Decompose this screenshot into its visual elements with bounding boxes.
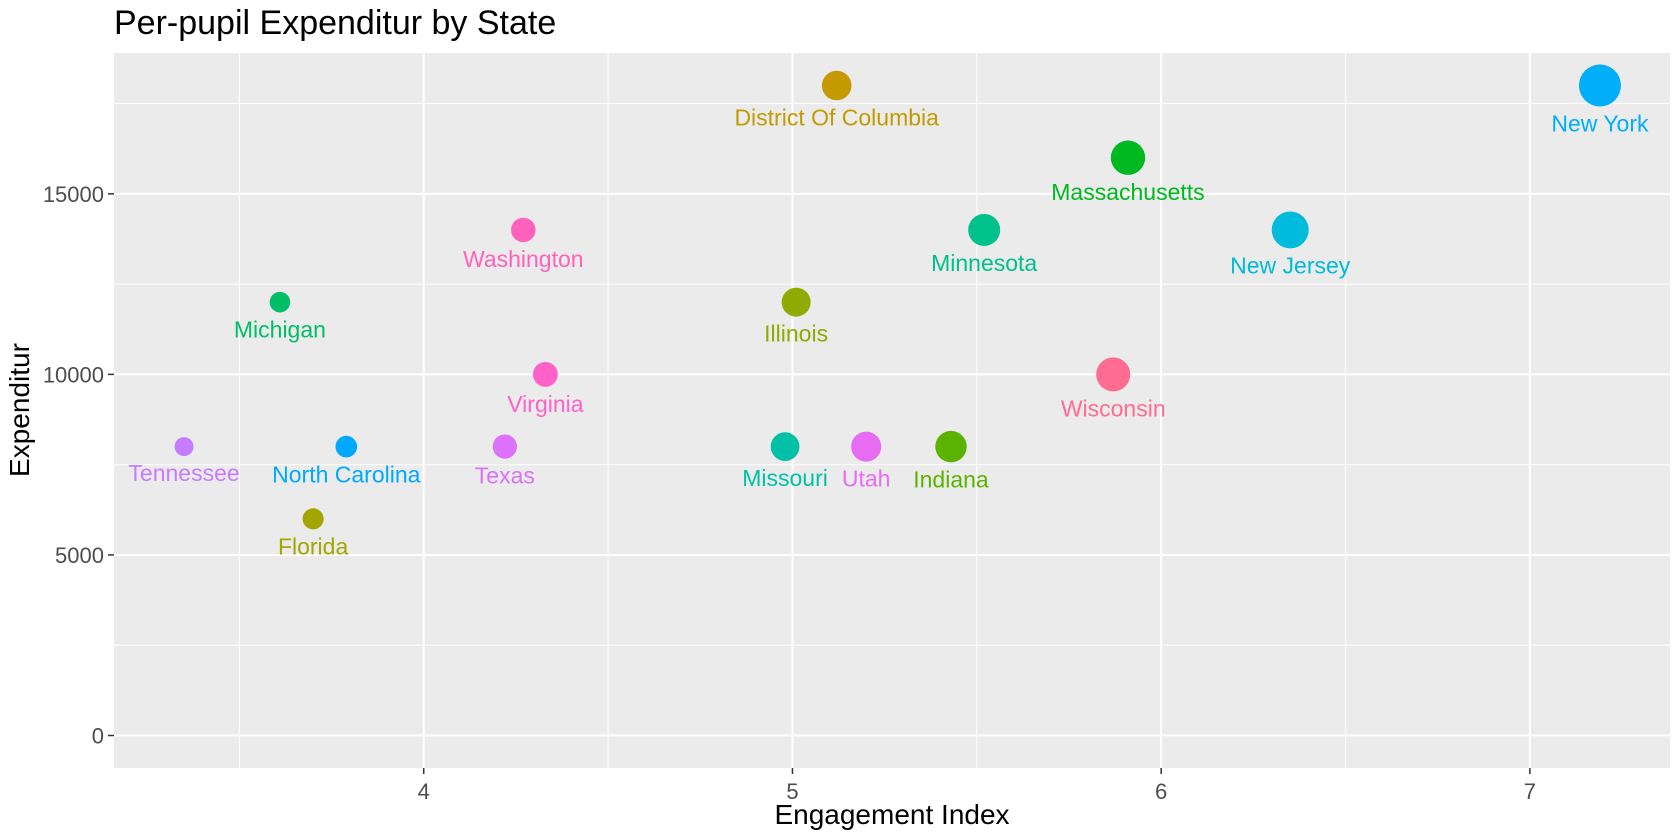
label-illinois: Illinois — [764, 321, 828, 347]
point-florida — [302, 508, 324, 530]
point-missouri — [770, 432, 800, 461]
label-tennessee: Tennessee — [128, 460, 239, 486]
plot-panel — [114, 53, 1670, 768]
y-tick-label: 10000 — [43, 362, 104, 387]
label-washington: Washington — [463, 246, 584, 272]
y-tick-label: 5000 — [55, 543, 104, 568]
point-utah — [851, 431, 882, 462]
x-tick-label: 7 — [1524, 779, 1536, 804]
chart-title: Per-pupil Expenditur by State — [114, 4, 556, 42]
label-wisconsin: Wisconsin — [1061, 395, 1166, 421]
point-tennessee — [174, 437, 194, 457]
grid-lines — [114, 53, 1670, 768]
x-tick-label: 4 — [418, 779, 430, 804]
y-tick-label: 15000 — [43, 182, 104, 207]
point-indiana — [935, 430, 967, 463]
label-michigan: Michigan — [234, 316, 326, 342]
label-missouri: Missouri — [742, 465, 828, 491]
label-new-jersey: New Jersey — [1230, 252, 1351, 278]
x-axis-title: Engagement Index — [774, 799, 1009, 830]
label-minnesota: Minnesota — [931, 250, 1037, 276]
label-texas: Texas — [475, 463, 535, 489]
label-indiana: Indiana — [913, 466, 989, 492]
point-illinois — [781, 287, 811, 317]
data-labels: Tennessee Michigan Florida North Carolina Te… — [128, 104, 1649, 559]
label-massachusetts: Massachusetts — [1051, 179, 1204, 205]
axes: 4 5 6 7 0 5000 10000 15000 — [43, 182, 1536, 804]
x-tick-label: 5 — [786, 779, 798, 804]
x-tick-label: 6 — [1155, 779, 1167, 804]
point-massachusetts — [1110, 140, 1146, 175]
label-new-york: New York — [1551, 111, 1649, 137]
point-minnesota — [968, 213, 1001, 246]
point-new-jersey — [1271, 211, 1309, 249]
label-north-carolina: North Carolina — [272, 461, 420, 487]
point-washington — [511, 217, 536, 243]
point-north-carolina — [335, 435, 358, 458]
point-virginia — [532, 361, 558, 387]
point-texas — [492, 434, 517, 459]
point-wisconsin — [1096, 357, 1131, 392]
label-district-of-columbia: District Of Columbia — [734, 104, 939, 130]
data-points — [174, 64, 1621, 530]
label-virginia: Virginia — [507, 391, 583, 417]
point-new-york — [1578, 64, 1621, 107]
label-florida: Florida — [278, 533, 349, 559]
y-tick-label: 0 — [92, 724, 104, 749]
label-utah: Utah — [842, 466, 891, 492]
point-michigan — [269, 291, 291, 313]
y-axis-title: Expenditur — [4, 343, 35, 477]
point-district-of-columbia — [821, 70, 852, 101]
